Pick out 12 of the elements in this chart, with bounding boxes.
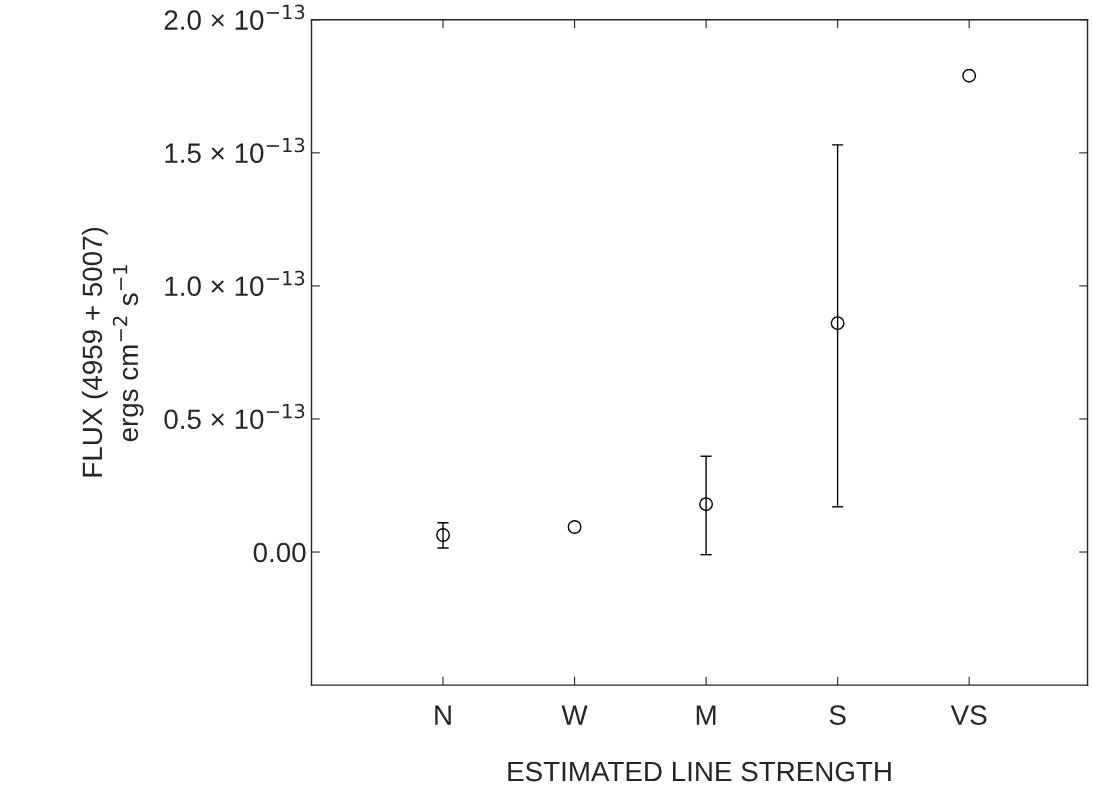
x-tick-label: W	[561, 705, 588, 725]
x-tick-label: S	[829, 705, 846, 725]
x-axis-title: ESTIMATED LINE STRENGTH	[508, 761, 891, 782]
y-axis-title: FLUX (4959 + 5007) ergs cm$^{−2}$ s$^{−1}$	[81, 227, 144, 477]
x-tick-label: VS	[950, 705, 987, 725]
y-tick-label: 1.0 × 10$^{−13}$	[165, 270, 305, 297]
x-tick-label: N	[435, 705, 451, 725]
y-tick-label: 1.5 × 10$^{−13}$	[165, 137, 305, 163]
y-tick-label: 0.00	[253, 542, 306, 563]
x-tick-label: M	[696, 705, 716, 725]
y-tick-label: 2.0 × 10$^{−13}$	[164, 4, 305, 30]
y-tick-label: 0.5 × 10$^{−13}$	[164, 403, 305, 430]
